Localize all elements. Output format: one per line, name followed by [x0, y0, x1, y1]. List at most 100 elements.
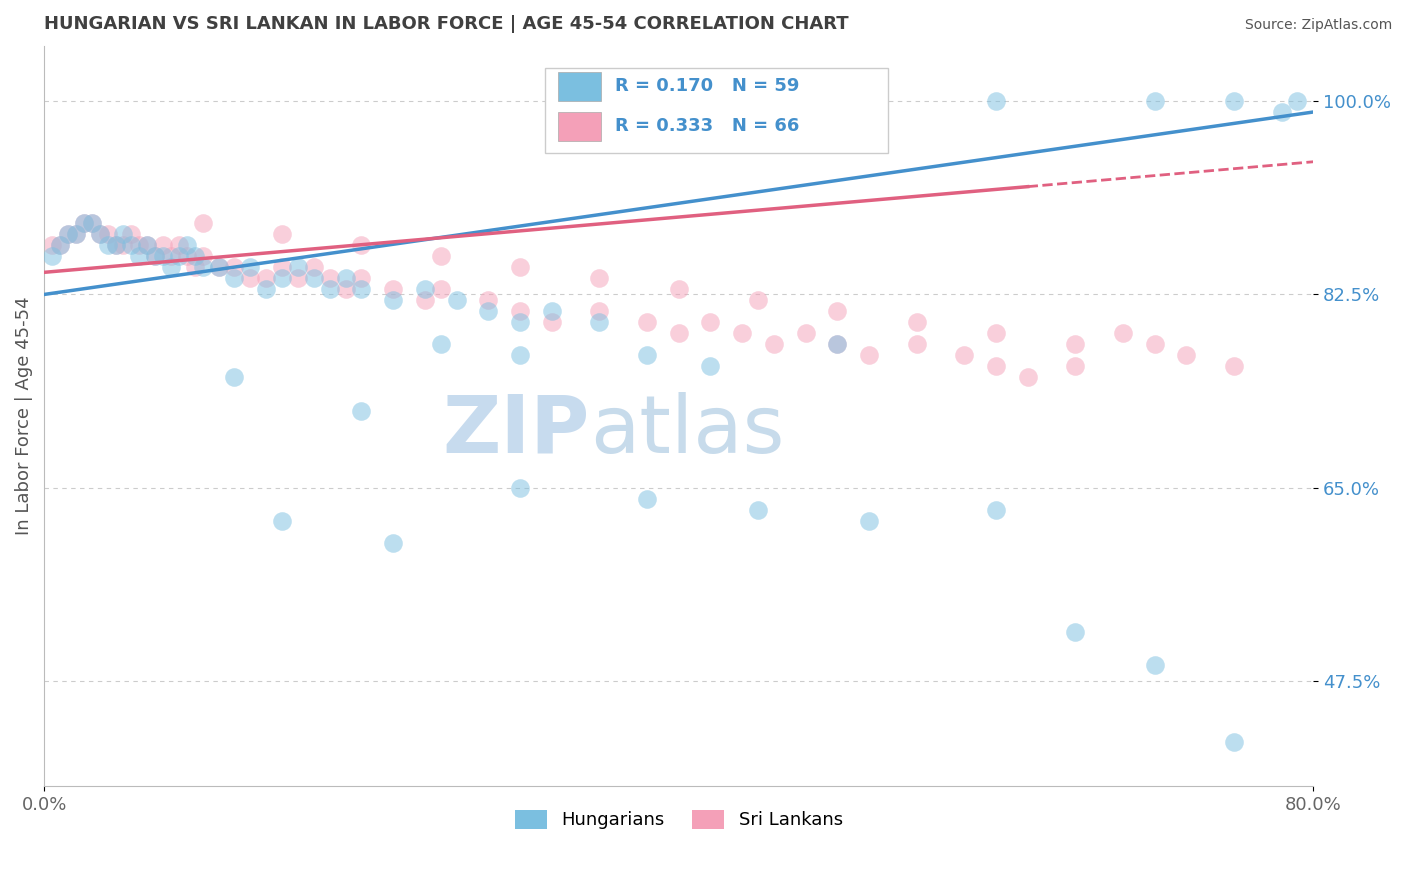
Point: [56, 227, 79, 241]
Point: [350, 403, 373, 417]
Point: [1270, 105, 1292, 120]
Point: [984, 94, 1007, 108]
Point: [287, 260, 309, 274]
Point: [271, 271, 294, 285]
Point: [191, 249, 214, 263]
Point: [636, 348, 658, 362]
Point: [271, 260, 294, 274]
FancyBboxPatch shape: [546, 68, 889, 153]
Point: [509, 315, 531, 329]
Point: [747, 503, 769, 517]
Point: [143, 249, 166, 263]
Text: atlas: atlas: [591, 392, 785, 470]
Point: [167, 237, 190, 252]
Point: [254, 271, 277, 285]
Point: [1175, 348, 1198, 362]
Point: [302, 271, 325, 285]
Point: [382, 536, 405, 550]
Text: ZIP: ZIP: [443, 392, 591, 470]
Point: [1223, 359, 1246, 374]
Point: [413, 282, 436, 296]
Point: [97, 227, 120, 241]
Point: [120, 237, 142, 252]
Point: [509, 260, 531, 274]
FancyBboxPatch shape: [558, 71, 602, 101]
Point: [56, 227, 79, 241]
Point: [747, 293, 769, 307]
Point: [318, 282, 340, 296]
Point: [97, 237, 120, 252]
Point: [49, 237, 72, 252]
Point: [271, 514, 294, 528]
Point: [1017, 370, 1039, 384]
Point: [350, 282, 373, 296]
Point: [160, 260, 183, 274]
Point: [104, 237, 127, 252]
Point: [207, 260, 229, 274]
Point: [176, 249, 198, 263]
Point: [509, 348, 531, 362]
Point: [318, 271, 340, 285]
Point: [905, 337, 928, 351]
Point: [41, 249, 63, 263]
Point: [429, 337, 451, 351]
Point: [128, 249, 150, 263]
Point: [1064, 624, 1087, 639]
Point: [477, 304, 499, 318]
Point: [207, 260, 229, 274]
Point: [73, 216, 96, 230]
Point: [128, 237, 150, 252]
Point: [509, 481, 531, 495]
Point: [143, 249, 166, 263]
Point: [65, 227, 87, 241]
Point: [699, 315, 721, 329]
Point: [984, 503, 1007, 517]
Point: [350, 237, 373, 252]
Text: HUNGARIAN VS SRI LANKAN IN LABOR FORCE | AGE 45-54 CORRELATION CHART: HUNGARIAN VS SRI LANKAN IN LABOR FORCE |…: [44, 15, 849, 33]
Point: [984, 326, 1007, 340]
Point: [335, 271, 357, 285]
Point: [858, 514, 880, 528]
Point: [699, 359, 721, 374]
Text: Source: ZipAtlas.com: Source: ZipAtlas.com: [1244, 18, 1392, 32]
Point: [271, 227, 294, 241]
Point: [136, 237, 159, 252]
Point: [827, 304, 849, 318]
Point: [287, 271, 309, 285]
Point: [731, 326, 754, 340]
Point: [794, 326, 817, 340]
Point: [1223, 735, 1246, 749]
Point: [636, 315, 658, 329]
Point: [429, 249, 451, 263]
Point: [49, 237, 72, 252]
Point: [1143, 94, 1166, 108]
Point: [335, 282, 357, 296]
Point: [120, 227, 142, 241]
Point: [160, 249, 183, 263]
Point: [254, 282, 277, 296]
Point: [827, 337, 849, 351]
Point: [224, 271, 246, 285]
Point: [540, 315, 562, 329]
Point: [429, 282, 451, 296]
Point: [413, 293, 436, 307]
Point: [827, 337, 849, 351]
Point: [152, 249, 174, 263]
Point: [668, 326, 690, 340]
Point: [89, 227, 111, 241]
Point: [446, 293, 468, 307]
Point: [588, 304, 610, 318]
Point: [184, 260, 207, 274]
Point: [80, 216, 103, 230]
Point: [668, 282, 690, 296]
Point: [191, 216, 214, 230]
Point: [152, 237, 174, 252]
Point: [176, 237, 198, 252]
Point: [382, 293, 405, 307]
Point: [1143, 337, 1166, 351]
Point: [191, 260, 214, 274]
FancyBboxPatch shape: [558, 112, 602, 141]
Point: [80, 216, 103, 230]
Point: [382, 282, 405, 296]
Point: [112, 237, 135, 252]
